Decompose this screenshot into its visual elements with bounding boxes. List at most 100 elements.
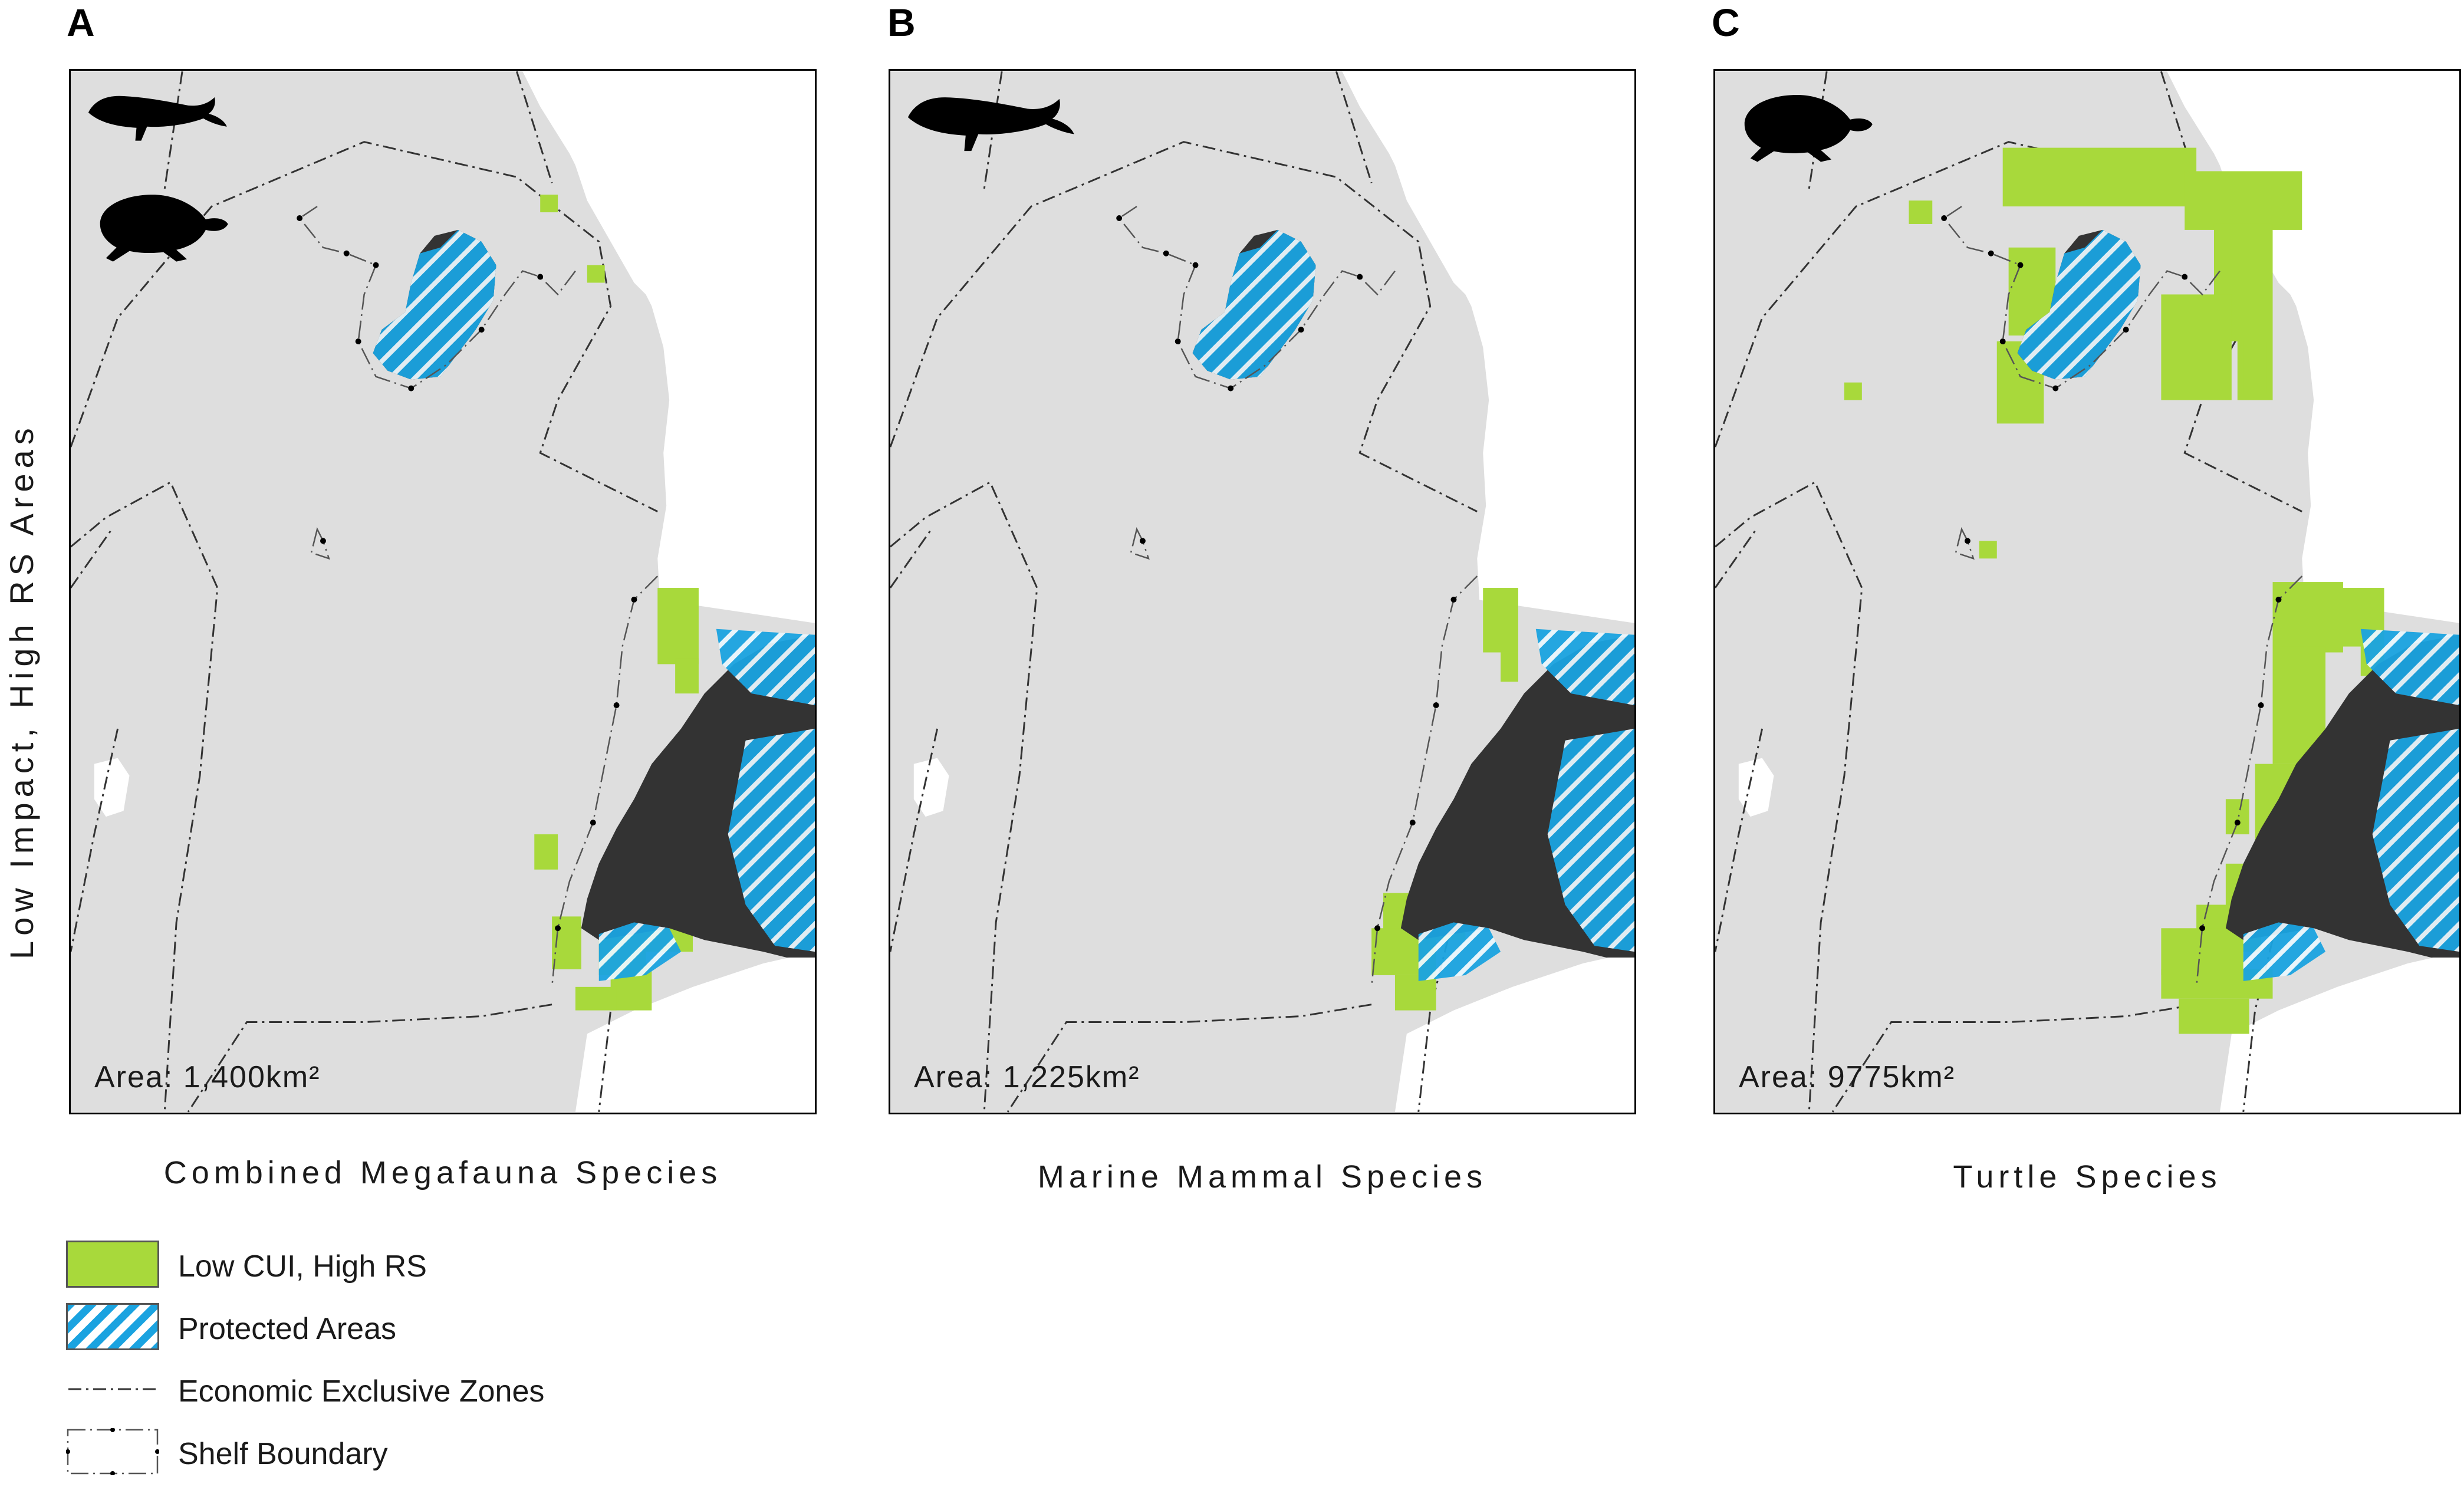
eez-line xyxy=(163,71,183,189)
shelf-dot xyxy=(537,274,544,280)
shelf-dot xyxy=(1433,702,1439,709)
shelf-dot xyxy=(2275,596,2282,603)
legend-label-eez: Economic Exclusive Zones xyxy=(178,1374,545,1409)
low-cui-high-rs-cell xyxy=(575,986,617,1011)
turtle-icon xyxy=(100,195,228,262)
whale-icon xyxy=(907,97,1074,152)
shelf-dot xyxy=(2182,274,2188,280)
low-cui-high-rs-cell xyxy=(2243,341,2267,394)
protected-area xyxy=(1418,922,1501,981)
eez-line xyxy=(515,71,553,183)
shelf-dot xyxy=(2052,385,2059,392)
low-cui-high-rs-cell xyxy=(2161,294,2232,400)
caption-a: Combined Megafauna Species xyxy=(163,1155,722,1190)
shelf-boundary xyxy=(298,206,576,390)
shelf-boundary xyxy=(1943,206,2220,390)
shelf-dot xyxy=(2258,702,2264,709)
blue-hatch-swatch xyxy=(66,1303,159,1350)
eez-line xyxy=(1715,481,1863,1112)
shelf-dot xyxy=(1988,250,1994,256)
shelf-dot xyxy=(2123,327,2129,333)
legend-label-shelf: Shelf Boundary xyxy=(178,1437,388,1471)
low-cui-high-rs-cell xyxy=(1844,382,1862,400)
caption-b: Marine Mammal Species xyxy=(1037,1159,1488,1195)
low-cui-high-rs-cell xyxy=(675,658,699,694)
map-svg-c xyxy=(1715,71,2459,1113)
shelf-dot xyxy=(478,327,485,333)
shelf-dot xyxy=(1192,262,1199,268)
map-panel-a: Area: 1,400km² xyxy=(69,69,817,1114)
whale-icon-shape xyxy=(907,97,1074,152)
dotted-box-swatch xyxy=(66,1428,159,1475)
low-cui-high-rs-cell xyxy=(2185,171,2302,230)
shelf-dot xyxy=(1175,338,1181,344)
shelf-dot xyxy=(1374,925,1381,932)
eez-line xyxy=(71,481,219,1112)
shelf-dot xyxy=(1298,327,1304,333)
shelf-dot xyxy=(2017,262,2024,268)
land-patch-west xyxy=(913,758,949,817)
shelf-dot xyxy=(1450,596,1457,603)
map-panel-b: Area: 1,225km² xyxy=(889,69,1636,1114)
eez-line xyxy=(1335,71,1373,183)
shelf-dot xyxy=(408,385,414,392)
shelf-boundary xyxy=(1370,575,1478,987)
whale-icon xyxy=(88,96,227,141)
river-delta xyxy=(1389,130,1542,307)
low-cui-high-rs-cell xyxy=(2002,147,2197,207)
low-cui-high-rs-cell xyxy=(534,834,558,870)
shelf-dot xyxy=(555,925,561,932)
shelf-dot xyxy=(1163,250,1169,256)
area-label-a: Area: 1,400km² xyxy=(94,1060,321,1094)
eez-line xyxy=(1715,728,1764,952)
shelf-dot xyxy=(2199,925,2206,932)
shelf-boundary xyxy=(551,575,659,987)
low-cui-high-rs-cell xyxy=(1394,975,1436,1011)
protected-area xyxy=(716,629,815,706)
legend-label-protected: Protected Areas xyxy=(178,1312,396,1346)
dash-dot-line-swatch xyxy=(68,1388,157,1390)
map-svg-a xyxy=(71,71,815,1113)
protected-area xyxy=(373,229,496,380)
low-cui-high-rs-cell xyxy=(1979,541,1997,559)
y-axis-label: Low Impact, High RS Areas xyxy=(0,0,47,1484)
shelf-boundary xyxy=(1118,206,1396,390)
river-delta xyxy=(569,130,722,307)
protected-area xyxy=(1192,229,1316,380)
land-patch-south xyxy=(634,1004,705,1087)
shelf-dot xyxy=(343,250,350,256)
protected-area xyxy=(2360,629,2459,706)
low-cui-high-rs-cell xyxy=(1909,200,1933,224)
eez-line xyxy=(890,481,1038,1112)
y-axis-label-text: Low Impact, High RS Areas xyxy=(3,423,40,959)
shelf-dot xyxy=(373,262,379,268)
shelf-dot xyxy=(1116,215,1123,221)
shelf-dot xyxy=(2234,820,2241,826)
land-patch-west xyxy=(1738,758,1774,817)
whale-icon-shape xyxy=(88,96,227,141)
shelf-boundary xyxy=(2195,575,2303,987)
protected-area xyxy=(598,922,682,981)
shelf-dot xyxy=(1228,385,1234,392)
low-cui-high-rs-cell xyxy=(657,588,699,664)
shelf-dot xyxy=(1357,274,1363,280)
low-cui-high-rs-cell xyxy=(2272,582,2343,653)
shelf-dot xyxy=(320,538,326,544)
shelf-dot xyxy=(590,820,596,826)
land-patch-south xyxy=(2278,1004,2349,1087)
eez-line xyxy=(2160,71,2197,183)
shelf-dot xyxy=(613,702,620,709)
land-patch-south xyxy=(1453,1004,1524,1087)
low-cui-high-rs-cell xyxy=(540,195,558,213)
caption-c: Turtle Species xyxy=(1953,1159,2222,1195)
map-svg-b xyxy=(890,71,1634,1113)
low-cui-high-rs-cell xyxy=(1483,588,1518,653)
shelf-dot xyxy=(1964,538,1970,544)
map-panel-c: Area: 9775km² xyxy=(1713,69,2461,1114)
protected-area xyxy=(2017,229,2141,380)
shelf-boundary xyxy=(310,527,330,560)
protected-area xyxy=(1547,728,1634,952)
area-label-b: Area: 1,225km² xyxy=(914,1060,1140,1094)
panel-letter-a: A xyxy=(67,1,95,44)
area-label-c: Area: 9775km² xyxy=(1739,1060,1956,1094)
